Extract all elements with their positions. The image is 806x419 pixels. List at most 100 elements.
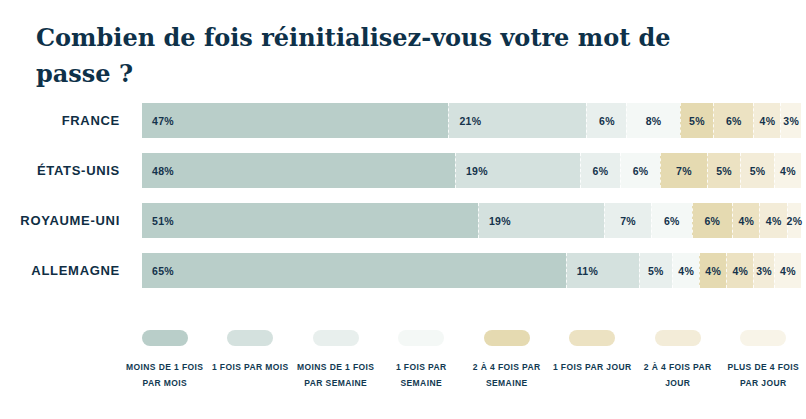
segment-value-label: 11% — [567, 265, 598, 277]
bar-segment: 4% — [759, 203, 786, 238]
legend-item: PLUS DE 4 FOIS PAR JOUR — [721, 330, 806, 391]
legend-item: 1 FOIS PAR SEMAINE — [379, 330, 465, 391]
bar-segment: 19% — [478, 203, 604, 238]
bar-segment: 6% — [620, 153, 660, 188]
legend-item: 1 FOIS PAR JOUR — [550, 330, 636, 391]
segment-value-label: 21% — [449, 115, 481, 127]
bar-segment: 6% — [651, 203, 692, 238]
segment-value-label: 47% — [142, 115, 174, 127]
bar-allemagne: 65% 11% 5% 4% 4% 4% 3% 4% — [142, 253, 801, 288]
segment-value-label: 48% — [142, 165, 174, 177]
segment-value-label: 4% — [678, 265, 694, 277]
bar-segment: 5% — [639, 253, 673, 288]
segment-value-label: 19% — [456, 165, 488, 177]
legend: MOINS DE 1 FOIS PAR MOIS 1 FOIS PAR MOIS M… — [122, 330, 806, 391]
legend-item: MOINS DE 1 FOIS PAR MOIS — [122, 330, 208, 391]
legend-label: MOINS DE 1 FOIS PAR MOIS — [123, 359, 207, 391]
segment-value-label: 4% — [766, 215, 782, 227]
segment-value-label: 5% — [689, 115, 705, 127]
segment-value-label: 4% — [780, 265, 796, 277]
segment-value-label: 4% — [705, 265, 721, 277]
bar-segment: 4% — [732, 203, 759, 238]
bar-segment: 5% — [740, 153, 774, 188]
page-title: Combien de fois réinitialisez-vous votre… — [36, 20, 736, 92]
legend-item: 2 À 4 FOIS PAR SEMAINE — [464, 330, 550, 391]
bar-segment: 11% — [566, 253, 639, 288]
segment-value-label: 7% — [676, 165, 692, 177]
segment-value-label: 51% — [142, 215, 174, 227]
bar-segment: 4% — [774, 153, 801, 188]
legend-label: PLUS DE 4 FOIS PAR JOUR — [721, 359, 805, 391]
bar-segment: 47% — [142, 103, 448, 138]
bar-segment: 4% — [726, 253, 753, 288]
bar-segment: 7% — [604, 203, 651, 238]
legend-swatch — [569, 330, 615, 346]
segment-value-label: 7% — [620, 215, 636, 227]
segment-value-label: 3% — [756, 265, 772, 277]
bar-segment: 7% — [660, 153, 707, 188]
segment-value-label: 6% — [599, 115, 615, 127]
legend-label: 1 FOIS PAR JOUR — [553, 359, 632, 375]
legend-swatch — [484, 330, 530, 346]
segment-value-label: 6% — [664, 215, 680, 227]
bar-segment: 3% — [780, 103, 801, 138]
legend-swatch — [398, 330, 444, 346]
chart-row-france: FRANCE 47% 21% 6% 8% 5% 6% 4% 3% — [0, 103, 806, 138]
bar-segment: 6% — [713, 103, 753, 138]
bar-segment: 6% — [692, 203, 733, 238]
country-label: ALLEMAGNE — [0, 253, 142, 288]
bar-segment: 4% — [699, 253, 726, 288]
bar-segment: 5% — [680, 103, 714, 138]
bar-segment: 4% — [774, 253, 801, 288]
bar-segment: 21% — [448, 103, 586, 138]
segment-value-label: 4% — [732, 265, 748, 277]
bar-segment: 3% — [753, 253, 774, 288]
legend-label: 2 À 4 FOIS PAR JOUR — [636, 359, 720, 391]
chart-row-allemagne: ALLEMAGNE 65% 11% 5% 4% 4% 4% 3% 4% — [0, 253, 806, 288]
bar-segment: 4% — [672, 253, 699, 288]
stacked-bar-chart: FRANCE 47%21%6%8%5%6%4%3% ÉTATS-UNIS 48%… — [0, 103, 806, 303]
country-label: FRANCE — [0, 103, 142, 138]
bar-segment: 6% — [586, 103, 626, 138]
segment-value-label: 6% — [704, 215, 720, 227]
legend-label: 1 FOIS PAR MOIS — [212, 359, 289, 375]
segment-value-label: 5% — [750, 165, 766, 177]
bar-france: 47% 21% 6% 8% 5% 6% 4% 3% — [142, 103, 801, 138]
legend-swatch — [313, 330, 359, 346]
segment-value-label: 8% — [646, 115, 662, 127]
segment-value-label: 4% — [738, 215, 754, 227]
bar-segment: 4% — [753, 103, 780, 138]
segment-value-label: 2% — [787, 215, 803, 227]
bar-segment: 6% — [580, 153, 620, 188]
chart-row-etats-unis: ÉTATS-UNIS 48%19%6%6%7%5%5%4% — [0, 153, 806, 188]
chart-row-royaume-uni: ROYAUME-UNI 51% 19% 7% 6% 6% 4% 4% 2% — [0, 203, 806, 238]
country-label: ROYAUME-UNI — [0, 203, 142, 238]
legend-label: MOINS DE 1 FOIS PAR SEMAINE — [294, 359, 378, 391]
segment-value-label: 6% — [593, 165, 609, 177]
segment-value-label: 5% — [648, 265, 664, 277]
bar-segment: 65% — [142, 253, 566, 288]
segment-value-label: 65% — [142, 265, 174, 277]
bar-royaume-uni: 51% 19% 7% 6% 6% 4% 4% 2% — [142, 203, 801, 238]
segment-value-label: 3% — [783, 115, 799, 127]
bar-segment: 5% — [707, 153, 741, 188]
bar-segment: 2% — [787, 203, 801, 238]
legend-swatch — [142, 330, 188, 346]
legend-label: 1 FOIS PAR SEMAINE — [379, 359, 463, 391]
bar-segment: 8% — [626, 103, 679, 138]
legend-swatch — [655, 330, 701, 346]
bar-segment: 48% — [142, 153, 455, 188]
segment-value-label: 6% — [726, 115, 742, 127]
legend-item: MOINS DE 1 FOIS PAR SEMAINE — [293, 330, 379, 391]
legend-swatch — [740, 330, 786, 346]
segment-value-label: 4% — [760, 115, 776, 127]
segment-value-label: 4% — [780, 165, 796, 177]
segment-value-label: 6% — [633, 165, 649, 177]
bar-segment: 51% — [142, 203, 478, 238]
bar-etats-unis: 48% 19% 6% 6% 7% 5% 5% 4% — [142, 153, 801, 188]
legend-label: 2 À 4 FOIS PAR SEMAINE — [465, 359, 549, 391]
legend-item: 1 FOIS PAR MOIS — [208, 330, 294, 391]
segment-value-label: 5% — [716, 165, 732, 177]
segment-value-label: 19% — [479, 215, 511, 227]
legend-swatch — [227, 330, 273, 346]
